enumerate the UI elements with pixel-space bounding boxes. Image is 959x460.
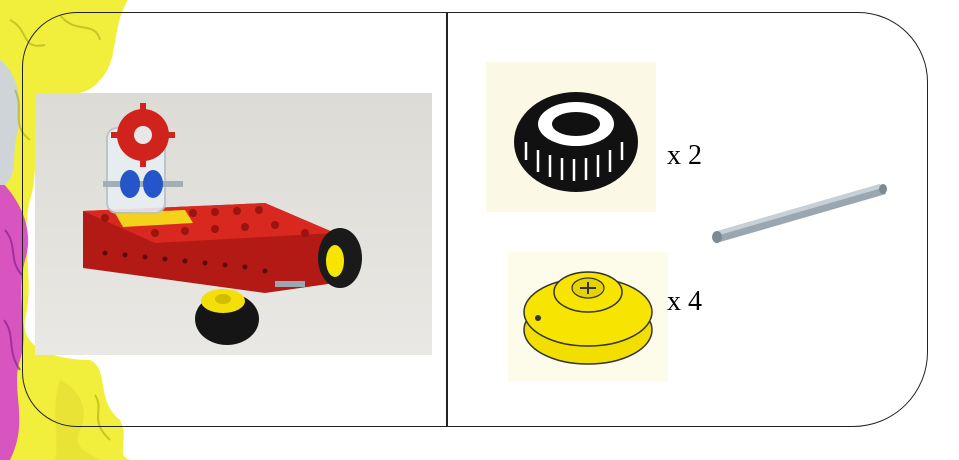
tire-quantity: x 2 — [667, 140, 702, 171]
panel-divider — [446, 12, 448, 427]
tire-part-illustration — [486, 62, 656, 212]
model-photo — [35, 93, 432, 355]
content-frame — [22, 12, 928, 427]
wheel-hub-quantity: x 4 — [667, 286, 702, 317]
axle-part-illustration — [712, 184, 887, 243]
wheel-hub-part-illustration — [508, 252, 668, 382]
